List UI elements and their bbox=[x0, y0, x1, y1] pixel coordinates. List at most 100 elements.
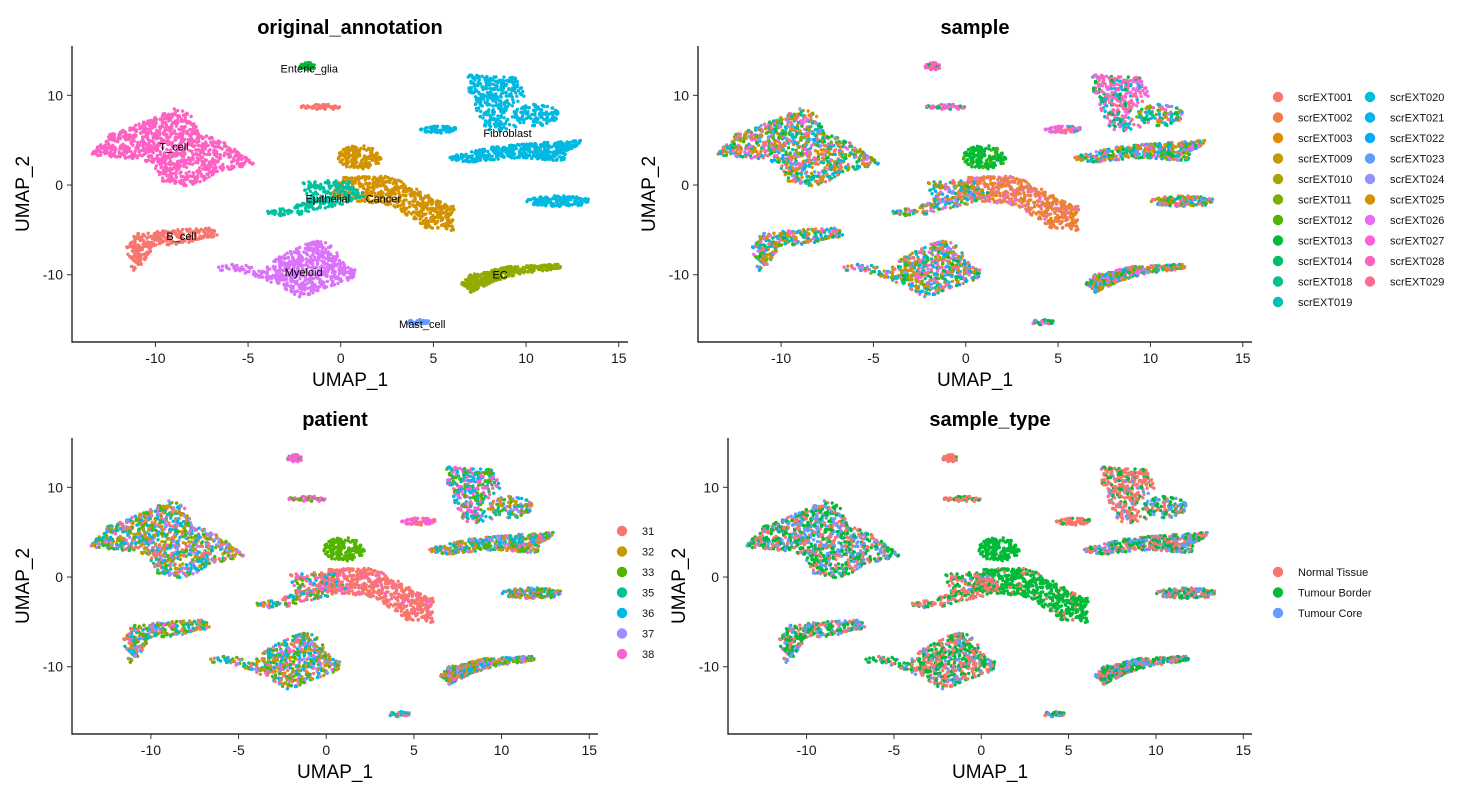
scatter-point bbox=[170, 171, 174, 176]
scatter-point bbox=[323, 267, 327, 271]
scatter-point bbox=[194, 148, 199, 152]
scatter-point bbox=[214, 165, 218, 170]
scatter-point bbox=[412, 215, 417, 219]
scatter-point bbox=[167, 114, 171, 118]
scatter-point bbox=[497, 147, 501, 151]
scatter-point bbox=[473, 279, 477, 283]
scatter-point bbox=[151, 160, 155, 164]
scatter-point bbox=[465, 280, 469, 284]
scatter-point bbox=[800, 132, 804, 136]
scatter-point bbox=[92, 151, 97, 156]
cluster-label: Epithelial bbox=[305, 193, 350, 205]
scatter-point bbox=[111, 138, 116, 142]
scatter-point bbox=[125, 245, 129, 250]
scatter-point bbox=[555, 144, 560, 148]
scatter-point bbox=[555, 112, 559, 116]
scatter-point bbox=[499, 102, 503, 106]
scatter-point bbox=[139, 248, 143, 252]
x-tick-label: -10 bbox=[145, 350, 165, 366]
scatter-point bbox=[500, 79, 504, 83]
scatter-point bbox=[487, 83, 491, 87]
scatter-point bbox=[223, 151, 227, 155]
scatter-point bbox=[334, 181, 338, 185]
scatter-point bbox=[487, 279, 492, 283]
scatter-point bbox=[315, 244, 319, 249]
scatter-point bbox=[326, 179, 330, 183]
scatter-point bbox=[170, 154, 175, 159]
scatter-point bbox=[336, 281, 340, 286]
scatter-point bbox=[343, 151, 347, 156]
scatter-point bbox=[210, 136, 214, 140]
scatter-point bbox=[550, 264, 555, 268]
scatter-point bbox=[505, 149, 509, 153]
scatter-point bbox=[456, 158, 461, 162]
cluster-label: EC bbox=[492, 270, 507, 282]
scatter-point bbox=[148, 242, 152, 246]
scatter-point bbox=[566, 195, 571, 199]
scatter-point bbox=[473, 151, 477, 156]
scatter-point bbox=[199, 156, 204, 160]
scatter-point bbox=[331, 279, 335, 284]
scatter-point bbox=[184, 165, 189, 169]
scatter-point bbox=[323, 206, 327, 210]
scatter-point bbox=[149, 149, 153, 153]
scatter-point bbox=[150, 131, 154, 136]
scatter-point bbox=[121, 128, 125, 133]
scatter-point bbox=[476, 159, 480, 163]
scatter-point bbox=[162, 152, 166, 156]
scatter-point bbox=[803, 114, 807, 119]
scatter-point bbox=[542, 198, 546, 202]
scatter-point bbox=[474, 149, 478, 153]
scatter-point bbox=[213, 141, 218, 145]
scatter-point bbox=[387, 189, 391, 193]
scatter-point bbox=[184, 177, 188, 182]
scatter-point bbox=[333, 272, 337, 276]
scatter-point bbox=[204, 176, 208, 180]
scatter-point bbox=[338, 263, 342, 267]
scatter-point bbox=[162, 179, 166, 183]
scatter-point bbox=[414, 207, 419, 211]
scatter-point bbox=[492, 146, 496, 150]
scatter-point bbox=[353, 181, 357, 185]
scatter-point bbox=[475, 284, 479, 289]
scatter-point bbox=[357, 149, 361, 153]
scatter-point bbox=[212, 150, 216, 155]
scatter-point bbox=[250, 162, 254, 166]
scatter-point bbox=[513, 111, 517, 115]
scatter-point bbox=[577, 141, 581, 145]
scatter-point bbox=[308, 245, 312, 250]
scatter-point bbox=[210, 173, 214, 177]
scatter-point bbox=[133, 235, 137, 239]
scatter-point bbox=[186, 132, 190, 136]
scatter-point bbox=[311, 253, 315, 257]
scatter-point bbox=[152, 147, 156, 151]
scatter-point bbox=[155, 128, 159, 133]
scatter-point bbox=[352, 164, 356, 168]
scatter-point bbox=[203, 158, 207, 162]
scatter-point bbox=[218, 140, 222, 144]
scatter-point bbox=[135, 246, 139, 250]
scatter-point bbox=[291, 286, 295, 291]
scatter-point bbox=[173, 179, 178, 183]
scatter-point bbox=[121, 134, 125, 139]
scatter-point bbox=[515, 94, 519, 98]
scatter-point bbox=[176, 118, 180, 122]
scatter-point bbox=[383, 174, 388, 179]
scatter-point bbox=[219, 268, 223, 272]
scatter-point bbox=[189, 121, 193, 126]
scatter-point bbox=[236, 154, 240, 159]
scatter-point bbox=[179, 135, 183, 140]
scatter-point bbox=[204, 142, 209, 147]
scatter-point bbox=[227, 146, 231, 150]
scatter-point bbox=[436, 216, 440, 220]
scatter-point bbox=[432, 124, 437, 128]
scatter-point bbox=[510, 75, 515, 80]
scatter-point bbox=[161, 138, 166, 142]
scatter-point bbox=[569, 143, 573, 148]
scatter-point bbox=[137, 149, 142, 153]
scatter-point bbox=[312, 207, 316, 211]
scatter-point bbox=[487, 95, 492, 100]
scatter-point bbox=[496, 97, 500, 101]
scatter-point bbox=[473, 102, 478, 107]
scatter-point bbox=[499, 115, 503, 119]
